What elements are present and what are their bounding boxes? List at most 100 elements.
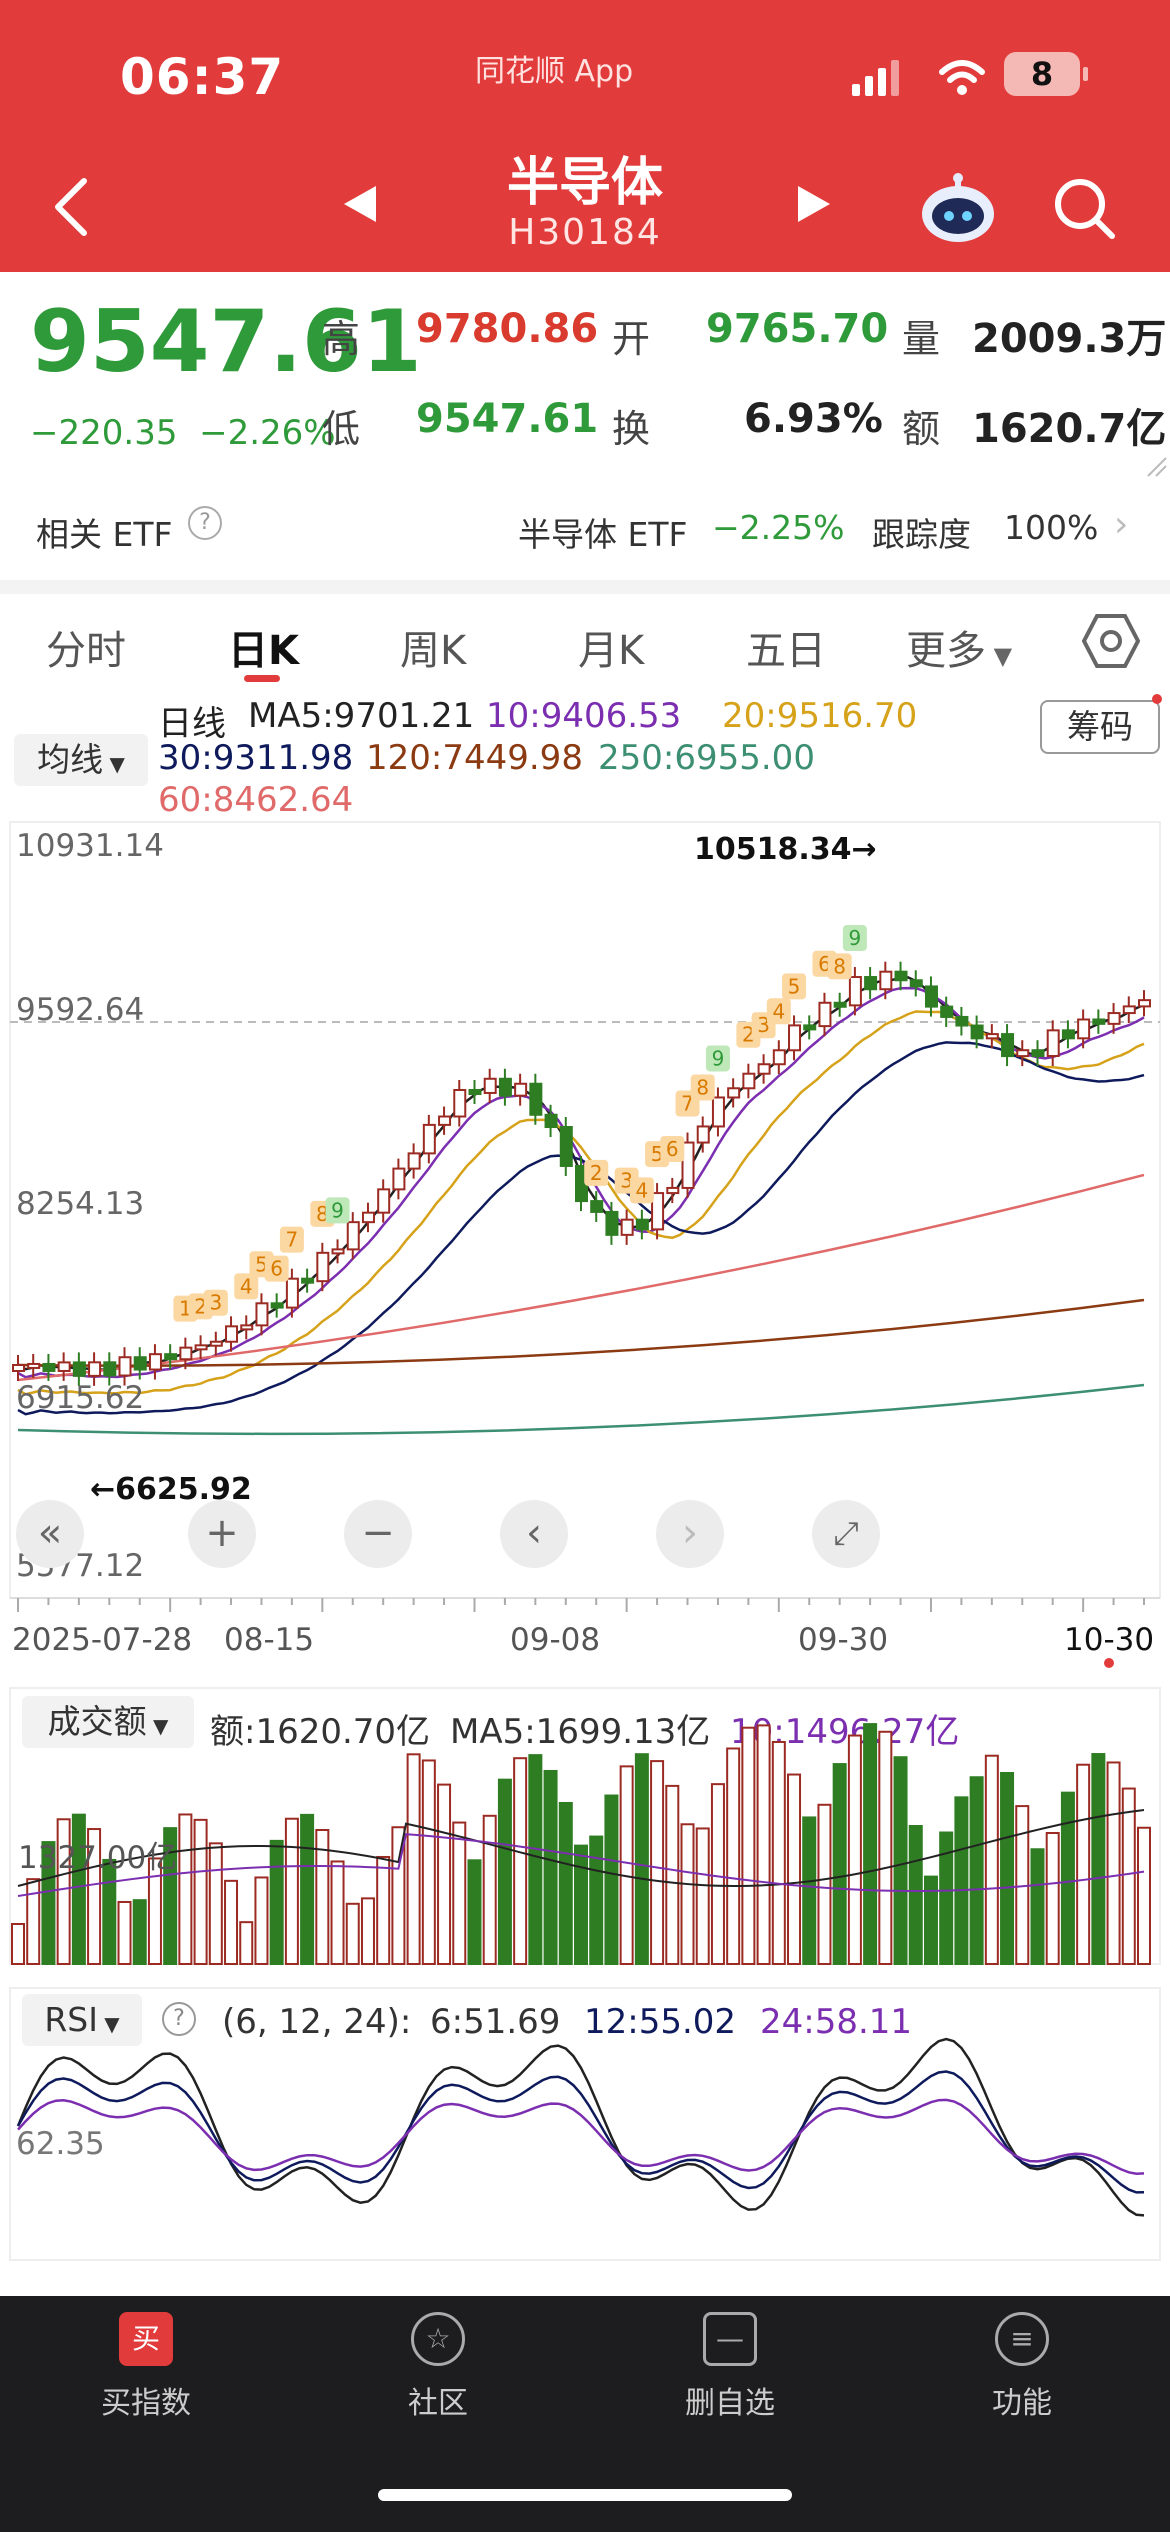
tracking-label: 跟踪度 [872, 515, 971, 554]
volume-bar [117, 1900, 132, 1965]
volume-bar [665, 1784, 680, 1966]
candle-body [727, 1087, 741, 1099]
volume-bar [619, 1765, 634, 1965]
rsi6-value: 6:51.69 [430, 2002, 561, 2042]
candle-body [12, 1364, 25, 1372]
signal-badge [660, 1135, 685, 1162]
volume-bar [969, 1776, 984, 1965]
nav-functions[interactable]: ≡ 功能 [942, 2312, 1102, 2422]
buy-icon: 买 [119, 2312, 173, 2366]
signal-badge-number: 5 [651, 1142, 664, 1166]
volume-bar [1030, 1848, 1045, 1965]
volume-chart[interactable] [0, 1686, 1170, 1966]
volume-bar [178, 1813, 193, 1965]
volume-bar [87, 1828, 102, 1965]
volume-bar [239, 1921, 254, 1965]
candle-body [285, 1277, 299, 1309]
candle-body [529, 1082, 543, 1116]
ma-line [17, 1298, 1145, 1367]
candle-body [407, 1152, 421, 1170]
rsi-indicator-select[interactable]: RSI ▼ [22, 1994, 142, 2046]
volume-bar [41, 1841, 56, 1966]
tab-weekly-k[interactable]: 周K [400, 628, 467, 674]
volume-bar [771, 1740, 786, 1965]
scroll-start-button[interactable]: « [16, 1500, 84, 1568]
volume-bar [300, 1813, 315, 1965]
volume-bar [650, 1760, 665, 1966]
volume-bar [254, 1876, 269, 1966]
volume-bar [878, 1730, 893, 1965]
period-label: 日线 [158, 704, 226, 744]
candle-body [1031, 1049, 1045, 1057]
nav-community[interactable]: ☆ 社区 [358, 2312, 518, 2422]
indicator-select-label: 均线 [37, 740, 104, 779]
volume-bar [193, 1818, 208, 1965]
candle-body [57, 1361, 71, 1372]
menu-icon: ≡ [995, 2312, 1049, 2366]
scroll-left-button[interactable]: ‹ [500, 1500, 568, 1568]
signal-badge-number: 2 [194, 1294, 207, 1318]
header-bar: 06:37 同花顺 App 8 半导体 H30184 [0, 0, 1170, 272]
volume-bar [11, 1923, 25, 1965]
prev-index-icon[interactable] [342, 184, 378, 224]
signal-badge [629, 1177, 654, 1204]
related-etf-row[interactable]: 相关 ETF ? 半导体 ETF −2.25% 跟踪度 100% › [0, 470, 1170, 580]
candle-body [1061, 1029, 1075, 1040]
tab-more[interactable]: 更多 ▼ [906, 618, 1012, 676]
indicator-select[interactable]: 均线 ▼ [14, 734, 148, 786]
signal-badge [827, 953, 852, 980]
fullscreen-button[interactable]: ⤢ [812, 1500, 880, 1568]
zoom-out-button[interactable]: − [344, 1500, 412, 1568]
ma250-legend: 250:6955.00 [598, 738, 815, 778]
search-icon[interactable] [1052, 176, 1118, 242]
candle-body [788, 1024, 802, 1052]
candle-body [392, 1167, 406, 1191]
signal-badge-number: 2 [742, 1023, 755, 1047]
rsi-chart[interactable] [0, 1986, 1170, 2262]
volume-bar [604, 1794, 619, 1965]
chip-button[interactable]: 筹码 [1040, 700, 1160, 754]
nav-buy-index-label: 买指数 [101, 2386, 191, 2421]
settings-hexagon-icon[interactable] [1082, 612, 1140, 670]
candle-body [422, 1123, 436, 1155]
open-label: 开 [612, 317, 651, 361]
help-icon[interactable]: ? [188, 506, 222, 540]
volume-bar [224, 1879, 239, 1965]
nav-remove-watchlist[interactable]: — 删自选 [650, 2312, 810, 2422]
candle-body [179, 1346, 193, 1361]
nav-buy-index[interactable]: 买 买指数 [66, 2312, 226, 2422]
signal-badge-number: 4 [635, 1178, 648, 1202]
y-axis-label-3: 8254.13 [16, 1186, 145, 1222]
caret-down-icon: ▼ [986, 642, 1013, 670]
rsi-help-icon[interactable]: ? [162, 2002, 196, 2036]
volume-bar [847, 1734, 862, 1965]
tab-monthly-k[interactable]: 月K [578, 628, 645, 674]
candle-body [848, 976, 862, 1007]
volume-bar [589, 1835, 604, 1965]
candle-body [1001, 1033, 1015, 1058]
back-icon[interactable] [50, 175, 90, 239]
volume-bar [330, 1860, 345, 1966]
volume-indicator-select[interactable]: 成交额 ▼ [22, 1696, 194, 1748]
high-value: 9780.86 [416, 306, 599, 352]
zoom-in-button[interactable]: + [188, 1500, 256, 1568]
turnover-value: 6.93% [744, 396, 883, 442]
signal-badge [264, 1255, 289, 1282]
signal-badge-number: 9 [712, 1046, 725, 1070]
candle-body [88, 1361, 102, 1377]
volume-bar [756, 1724, 771, 1965]
low-label: 低 [322, 407, 361, 451]
signal-badge-number: 8 [316, 1202, 329, 1226]
volume-bar [1045, 1832, 1060, 1965]
tab-five-day[interactable]: 五日 [746, 628, 826, 674]
volume-bar [467, 1859, 482, 1965]
expand-corner-icon[interactable] [1146, 456, 1168, 478]
volume-bar [482, 1814, 497, 1965]
candle-body [498, 1077, 512, 1097]
scroll-right-button[interactable]: › [656, 1500, 724, 1568]
next-index-icon[interactable] [796, 184, 832, 224]
tab-daily-k[interactable]: 日K [228, 628, 299, 674]
tab-intraday[interactable]: 分时 [46, 628, 126, 674]
robot-assistant-icon[interactable] [918, 170, 998, 246]
